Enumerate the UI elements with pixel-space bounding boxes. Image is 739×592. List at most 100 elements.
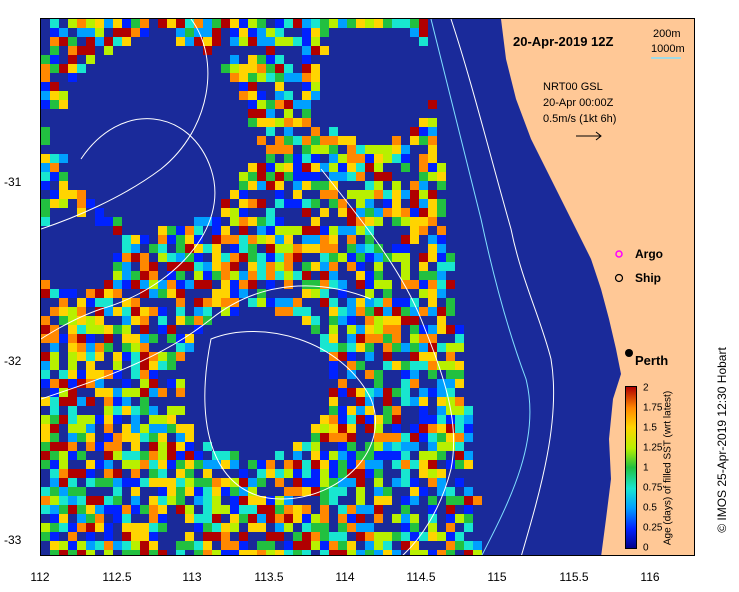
sst-cell [50, 460, 59, 469]
sst-cell [329, 316, 338, 325]
sst-cell [302, 136, 311, 145]
sst-cell [149, 280, 158, 289]
sst-cell [257, 226, 266, 235]
sst-cell [401, 478, 410, 487]
sst-cell [437, 289, 446, 298]
sst-cell [311, 136, 320, 145]
sst-cell [59, 289, 68, 298]
sst-cell [320, 145, 329, 154]
sst-cell [275, 82, 284, 91]
sst-cell [158, 325, 167, 334]
sst-cell [464, 487, 473, 496]
sst-cell [284, 496, 293, 505]
sst-cell [122, 28, 131, 37]
sst-cell [95, 370, 104, 379]
sst-cell [131, 478, 140, 487]
sst-cell [293, 541, 302, 550]
sst-cell [257, 172, 266, 181]
sst-cell [311, 37, 320, 46]
sst-cell [374, 298, 383, 307]
sst-cell [194, 514, 203, 523]
sst-cell [428, 172, 437, 181]
sst-cell [410, 541, 419, 550]
sst-cell [104, 478, 113, 487]
sst-cell [140, 379, 149, 388]
sst-cell [275, 550, 284, 555]
sst-cell [275, 19, 284, 28]
sst-cell [77, 379, 86, 388]
sst-cell [203, 280, 212, 289]
sst-cell [41, 127, 50, 136]
sst-cell [68, 352, 77, 361]
sst-cell [248, 271, 257, 280]
sst-cell [383, 208, 392, 217]
sst-cell [50, 37, 59, 46]
sst-cell [284, 163, 293, 172]
sst-cell [311, 91, 320, 100]
sst-cell [41, 172, 50, 181]
sst-cell [437, 262, 446, 271]
sst-cell [185, 280, 194, 289]
sst-cell [347, 388, 356, 397]
sst-cell [419, 451, 428, 460]
sst-cell [131, 460, 140, 469]
sst-cell [374, 487, 383, 496]
sst-cell [392, 334, 401, 343]
sst-cell [266, 154, 275, 163]
sst-cell [113, 19, 122, 28]
sst-cell [50, 469, 59, 478]
sst-cell [383, 361, 392, 370]
sst-cell [365, 325, 374, 334]
sst-cell [95, 19, 104, 28]
sst-cell [365, 271, 374, 280]
sst-cell [203, 307, 212, 316]
sst-cell [329, 262, 338, 271]
sst-cell [158, 442, 167, 451]
sst-cell [338, 442, 347, 451]
sst-cell [86, 352, 95, 361]
x-tick-label: 114.5 [406, 570, 436, 584]
sst-cell [86, 55, 95, 64]
sst-cell [302, 289, 311, 298]
sst-cell [77, 190, 86, 199]
sst-cell [356, 325, 365, 334]
sst-cell [194, 460, 203, 469]
sst-cell [419, 163, 428, 172]
sst-cell [41, 91, 50, 100]
sst-cell [68, 406, 77, 415]
sst-cell [140, 460, 149, 469]
sst-cell [365, 316, 374, 325]
sst-cell [167, 262, 176, 271]
sst-cell [284, 136, 293, 145]
sst-cell [428, 154, 437, 163]
sst-cell [77, 208, 86, 217]
sst-cell [428, 208, 437, 217]
sst-cell [401, 460, 410, 469]
sst-cell [266, 73, 275, 82]
sst-cell [230, 244, 239, 253]
sst-cell [455, 460, 464, 469]
sst-cell [302, 280, 311, 289]
city-dot-icon [625, 349, 633, 357]
sst-cell [158, 388, 167, 397]
colorbar-tick-label: 2 [643, 382, 649, 394]
sst-cell [122, 262, 131, 271]
sst-cell [149, 352, 158, 361]
sst-cell [401, 19, 410, 28]
sst-cell [455, 370, 464, 379]
sst-cell [419, 127, 428, 136]
sst-cell [140, 433, 149, 442]
sst-cell [401, 451, 410, 460]
sst-cell [275, 118, 284, 127]
sst-cell [356, 388, 365, 397]
sst-cell [113, 37, 122, 46]
sst-cell [221, 226, 230, 235]
sst-cell [311, 541, 320, 550]
sst-cell [419, 271, 428, 280]
sst-cell [41, 523, 50, 532]
sst-cell [158, 352, 167, 361]
sst-cell [167, 478, 176, 487]
sst-cell [293, 19, 302, 28]
sst-cell [104, 532, 113, 541]
colorbar-tick-label: 0.5 [643, 502, 657, 514]
